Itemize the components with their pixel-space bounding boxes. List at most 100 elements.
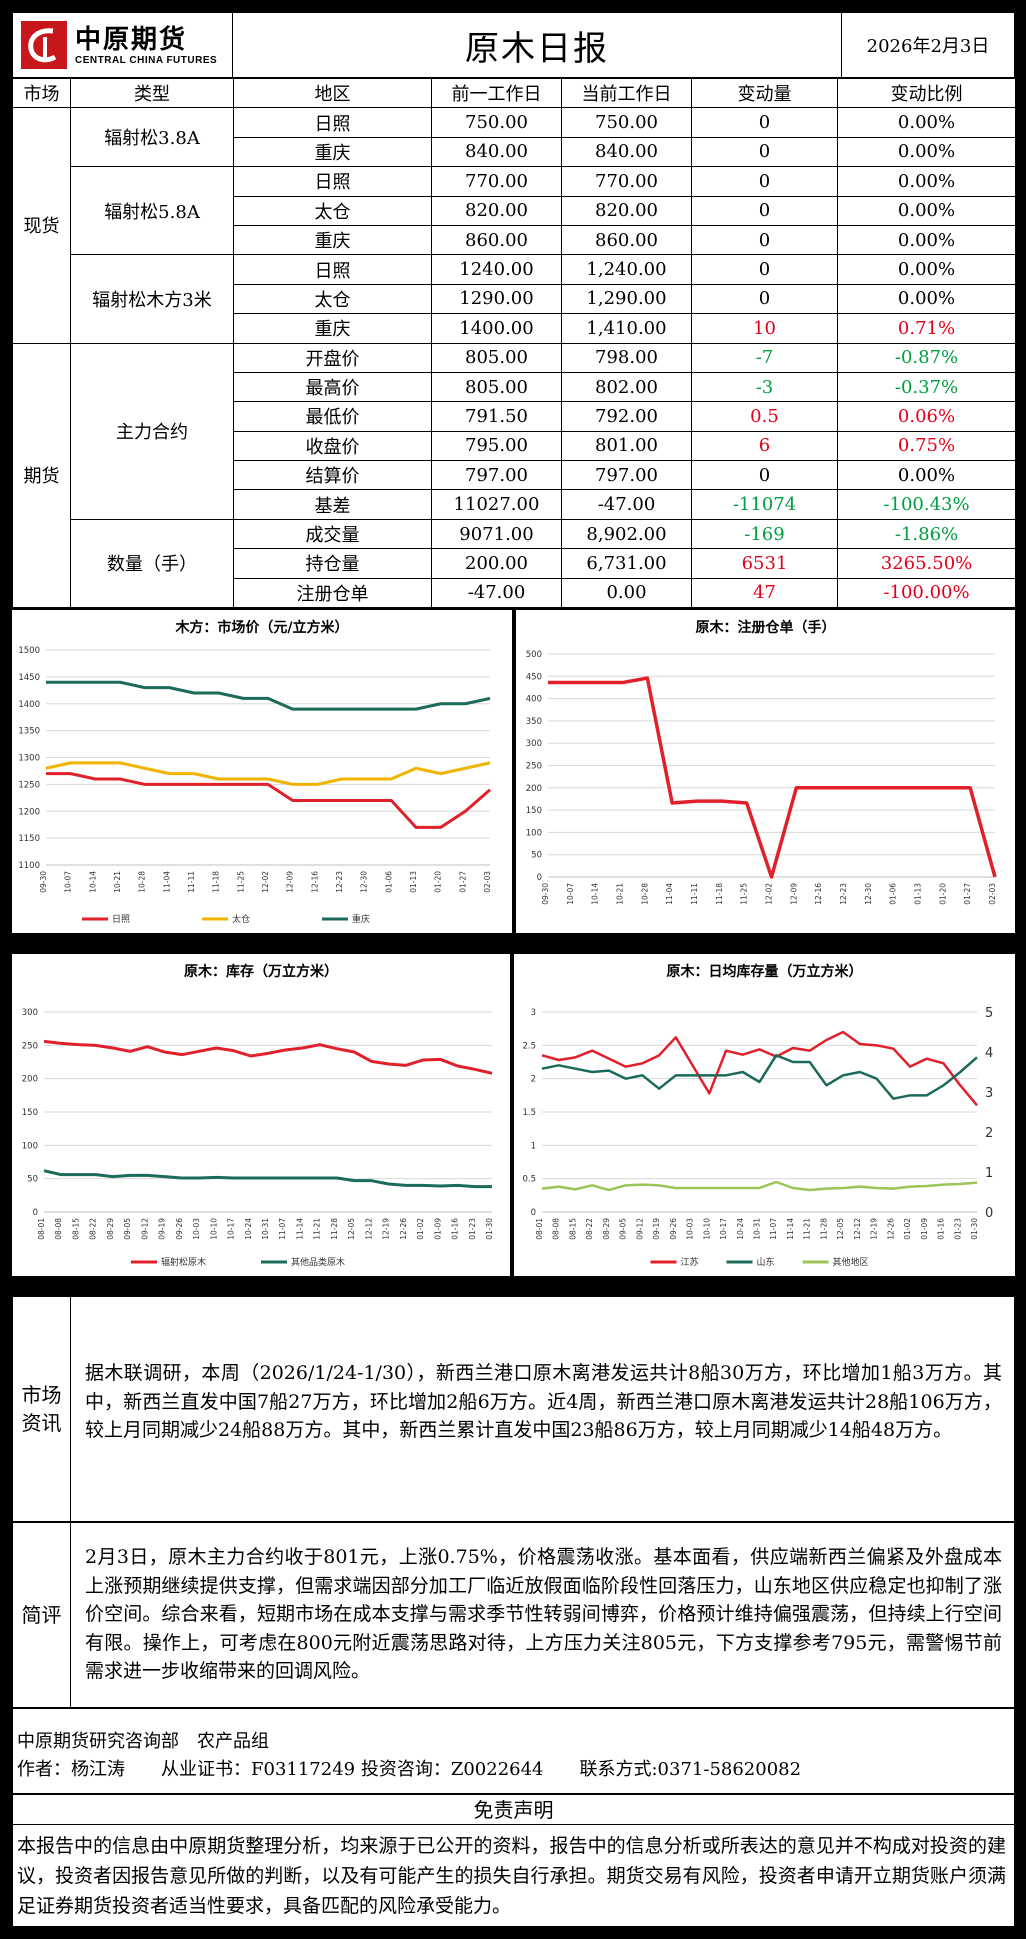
x-tick-label: 12-30	[360, 871, 369, 893]
y2-tick-label: 0	[985, 1206, 993, 1221]
comment-label: 简评	[13, 1523, 71, 1707]
col-header-region: 地区	[233, 77, 432, 109]
x-tick-label: 10-10	[702, 1218, 711, 1240]
chg-cell: -169	[691, 518, 838, 550]
chg-cell: 6	[691, 430, 838, 462]
y-tick-label: 0.5	[522, 1175, 536, 1185]
y-tick-label: 150	[526, 806, 542, 816]
curr-cell: 8,902.00	[561, 518, 692, 550]
y-tick-label: 1	[531, 1141, 536, 1151]
region-cell: 开盘价	[233, 342, 432, 373]
x-tick-label: 08-29	[106, 1218, 115, 1240]
x-tick-label: 12-12	[853, 1218, 862, 1240]
chart-inventory: 原木：库存（万立方米） 0 50 100 150 200 250 300 08-01 08-08 0…	[12, 954, 510, 1276]
curr-cell: 1,240.00	[561, 254, 692, 285]
region-cell: 重庆	[233, 313, 432, 344]
y-tick-label: 50	[531, 851, 542, 861]
x-tick-label: 12-02	[765, 883, 774, 905]
x-tick-label: 12-26	[886, 1218, 895, 1240]
chart-svg: 原木：库存（万立方米） 0 50 100 150 200 250 300 08-01 08-08 0…	[22, 963, 494, 1268]
y-tick-label: 1100	[18, 861, 40, 871]
legend-label: 太仓	[232, 913, 250, 925]
table-row: 最高价 805.00 802.00 -3 -0.37%	[13, 371, 1016, 403]
prev-cell: 840.00	[431, 136, 562, 168]
prev-cell: 200.00	[431, 548, 562, 579]
x-tick-label: 08-01	[37, 1218, 46, 1240]
table-row: 重庆 860.00 860.00 0 0.00%	[13, 224, 1016, 256]
x-tick-label: 10-31	[261, 1218, 270, 1240]
y-tick-label: 500	[526, 650, 542, 660]
col-header-prev: 前一工作日	[431, 77, 562, 109]
legend-label: 江苏	[681, 1256, 699, 1268]
chart-svg: 木方：市场价（元/立方米） 1100 1150 1200 1250 1300 1350 140…	[18, 619, 492, 925]
legend-label: 山东	[757, 1256, 775, 1268]
x-tick-label: 01-27	[963, 883, 972, 905]
type-cell: 主力合约	[70, 342, 234, 520]
chart-title: 原木：日均库存量（万立方米）	[667, 963, 863, 980]
logo: 中原期货 CENTRAL CHINA FUTURES	[13, 13, 233, 77]
series-line-2	[43, 1169, 492, 1189]
chart-title: 原木：库存（万立方米）	[184, 963, 338, 980]
x-tick-label: 08-15	[568, 1218, 577, 1240]
prev-cell: 797.00	[431, 460, 562, 491]
y-tick-label: 1150	[18, 834, 40, 844]
x-tick-label: 11-18	[212, 871, 221, 893]
x-tick-label: 02-03	[988, 883, 997, 905]
report-title: 原木日报	[233, 13, 842, 77]
series-line-1	[43, 1039, 493, 1075]
x-tick-label: 08-01	[535, 1218, 544, 1240]
x-tick-label: 11-11	[187, 871, 196, 893]
x-tick-label: 01-16	[937, 1218, 946, 1240]
chg-cell: 0.5	[691, 401, 838, 432]
pct-cell: 0.00%	[837, 283, 1016, 315]
x-tick-label: 10-31	[753, 1218, 762, 1240]
x-tick-label: 09-30	[541, 883, 550, 905]
x-tick-label: 01-06	[384, 871, 393, 893]
pct-cell: -1.86%	[837, 518, 1016, 550]
table-row: 现货 辐射松3.8A 日照 750.00 750.00 0 0.00%	[12, 107, 1016, 344]
x-tick-label: 12-23	[839, 883, 848, 905]
chg-cell: 47	[691, 577, 838, 609]
region-cell: 日照	[233, 107, 432, 138]
chg-cell: 0	[691, 195, 838, 226]
x-tick-label: 01-20	[938, 883, 947, 905]
price-table: 市场 类型 地区 前一工作日 当前工作日 变动量 变动比例 现货 辐射松3.8A 日…	[12, 77, 1016, 609]
col-header-pct: 变动比例	[837, 77, 1016, 109]
x-tick-label: 02-03	[483, 871, 492, 893]
report-header: 中原期货 CENTRAL CHINA FUTURES 原木日报 2026年2月3…	[12, 12, 1015, 78]
x-tick-label: 11-07	[769, 1218, 778, 1240]
chg-cell: -3	[691, 371, 838, 403]
pct-cell: 0.00%	[837, 254, 1016, 285]
curr-cell: 1,290.00	[561, 283, 692, 315]
col-header-market: 市场	[12, 77, 71, 109]
region-cell: 收盘价	[233, 430, 432, 462]
series-line-2	[45, 761, 491, 786]
prev-cell: 750.00	[431, 107, 562, 138]
disclaimer-text: 本报告中的信息由中原期货整理分析，均来源于已公开的资料，报告中的信息分析或所表达…	[17, 1835, 1006, 1917]
x-tick-label: 08-08	[552, 1218, 561, 1240]
prev-cell: 805.00	[431, 371, 562, 403]
chg-cell: 0	[691, 107, 838, 138]
region-cell: 最低价	[233, 401, 432, 432]
pct-cell: 0.71%	[837, 313, 1016, 344]
curr-cell: 798.00	[561, 342, 692, 373]
logo-cn-text: 中原期货	[75, 24, 188, 55]
x-tick-label: 10-17	[719, 1218, 728, 1240]
prev-cell: -47.00	[431, 577, 562, 609]
y-tick-label: 1450	[18, 673, 40, 683]
x-tick-label: 12-19	[870, 1218, 879, 1240]
x-tick-label: 11-04	[665, 883, 674, 905]
pct-cell: 0.06%	[837, 401, 1016, 432]
x-tick-label: 10-07	[64, 871, 73, 893]
prev-cell: 791.50	[431, 401, 562, 432]
x-tick-label: 10-07	[566, 883, 575, 905]
x-tick-label: 08-15	[71, 1218, 80, 1240]
x-tick-label: 11-11	[690, 883, 699, 905]
table-row: 辐射松木方3米 日照 1240.00 1,240.00 0 0.00%	[13, 254, 1016, 344]
x-tick-label: 10-14	[88, 871, 97, 893]
series-line-2	[541, 1054, 978, 1100]
x-tick-label: 01-13	[914, 883, 923, 905]
chart-daily-inventory: 原木：日均库存量（万立方米） 0 0.5 1 1.5 2 2.5 3 0 1 2 3 4 5 08-01 08…	[514, 954, 1015, 1276]
logo-en-text: CENTRAL CHINA FUTURES	[75, 54, 218, 66]
y-tick-label: 250	[22, 1041, 38, 1051]
